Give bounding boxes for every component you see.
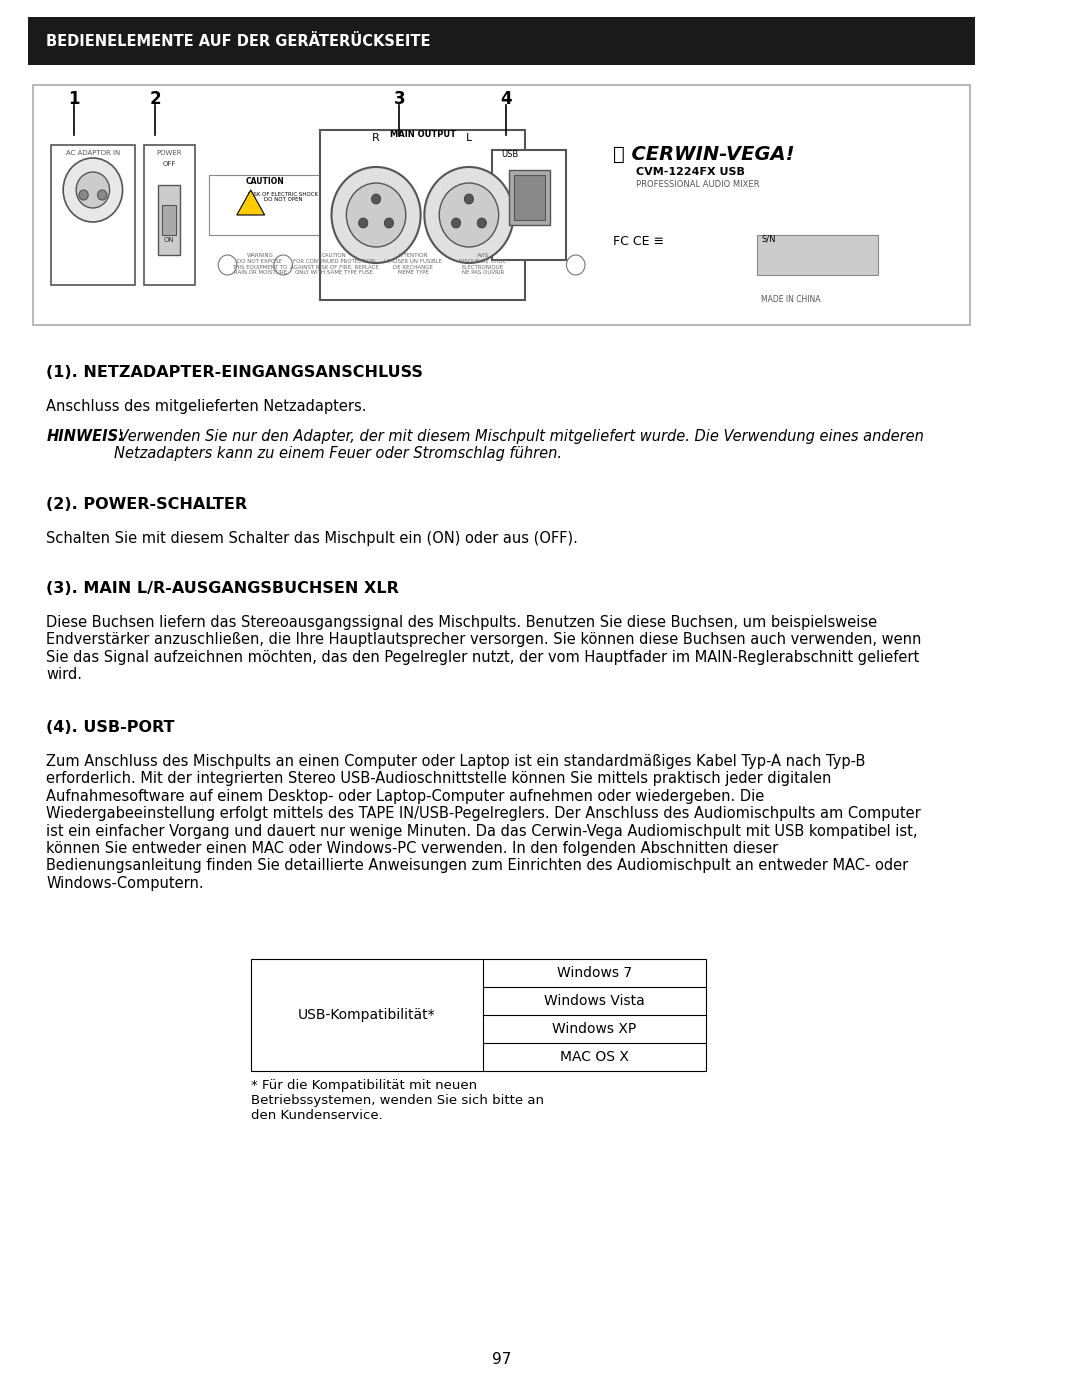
Text: MAIN OUTPUT: MAIN OUTPUT: [390, 130, 456, 138]
Circle shape: [451, 218, 461, 228]
Bar: [492, 149, 566, 260]
Bar: [162, 205, 176, 235]
Circle shape: [566, 256, 585, 275]
Text: AC ADAPTOR IN: AC ADAPTOR IN: [66, 149, 120, 156]
Text: POWER: POWER: [157, 149, 181, 156]
Bar: [51, 145, 135, 285]
Text: CAUTION: CAUTION: [245, 177, 284, 186]
Text: * Für die Kompatibilität mit neuen
Betriebssystemen, wenden Sie sich bitte an
de: * Für die Kompatibilität mit neuen Betri…: [251, 1078, 543, 1122]
Text: R: R: [373, 133, 380, 142]
Text: ON: ON: [164, 237, 174, 243]
Circle shape: [63, 158, 122, 222]
Circle shape: [372, 194, 381, 204]
Text: FC CE ≡: FC CE ≡: [612, 235, 664, 249]
Text: 4: 4: [500, 89, 512, 108]
Text: L: L: [465, 133, 472, 142]
Text: WARNING
DO NOT EXPOSE
THIS EQUIPMENT TO
RAIN OR MOISTURE: WARNING DO NOT EXPOSE THIS EQUIPMENT TO …: [232, 253, 287, 275]
Circle shape: [97, 190, 107, 200]
Bar: [509, 170, 550, 225]
Text: (2). POWER-SCHALTER: (2). POWER-SCHALTER: [46, 497, 247, 511]
Text: (4). USB-PORT: (4). USB-PORT: [46, 719, 175, 735]
Bar: [321, 130, 525, 300]
Text: Diese Buchsen liefern das Stereoausgangssignal des Mischpults. Benutzen Sie dies: Diese Buchsen liefern das Stereoausgangs…: [46, 615, 922, 682]
Bar: [208, 175, 321, 235]
Text: (3). MAIN L/R-AUSGANGSBUCHSEN XLR: (3). MAIN L/R-AUSGANGSBUCHSEN XLR: [46, 581, 400, 597]
Circle shape: [77, 172, 109, 208]
Text: MAC OS X: MAC OS X: [559, 1051, 629, 1065]
Text: MADE IN CHINA: MADE IN CHINA: [761, 295, 821, 305]
Circle shape: [347, 183, 406, 247]
Bar: [158, 184, 180, 256]
Circle shape: [440, 183, 499, 247]
Circle shape: [332, 168, 420, 263]
Circle shape: [477, 218, 486, 228]
Text: 3: 3: [393, 89, 405, 108]
Text: HINWEIS:: HINWEIS:: [46, 429, 124, 444]
Text: RISK OF ELECTRIC SHOCK
DO NOT OPEN: RISK OF ELECTRIC SHOCK DO NOT OPEN: [248, 191, 319, 203]
Text: 🎵 CERWIN-VEGA!: 🎵 CERWIN-VEGA!: [612, 145, 795, 163]
Bar: [144, 145, 195, 285]
Polygon shape: [237, 190, 265, 215]
Bar: [251, 958, 705, 1071]
Circle shape: [79, 190, 89, 200]
Circle shape: [384, 218, 393, 228]
Circle shape: [274, 256, 293, 275]
Text: Windows Vista: Windows Vista: [544, 995, 645, 1009]
Text: Schalten Sie mit diesem Schalter das Mischpult ein (ON) oder aus (OFF).: Schalten Sie mit diesem Schalter das Mis…: [46, 531, 578, 546]
Circle shape: [464, 194, 473, 204]
Bar: [32, 85, 970, 326]
Text: S/N: S/N: [761, 235, 775, 244]
Circle shape: [218, 256, 237, 275]
Text: 97: 97: [491, 1352, 511, 1368]
Text: ATTENTION
UTILISER UN FUSIBLE
DE RECHANGE
MEME TYPE: ATTENTION UTILISER UN FUSIBLE DE RECHANG…: [384, 253, 442, 275]
Text: CVM-1224FX USB: CVM-1224FX USB: [636, 168, 745, 177]
Bar: [513, 175, 545, 219]
Circle shape: [424, 168, 513, 263]
Text: Windows 7: Windows 7: [556, 965, 632, 981]
Text: CAUTION
FOR CONTINUED PROTECTION
AGAINST RISK OF FIRE, REPLACE
ONLY WITH SAME TY: CAUTION FOR CONTINUED PROTECTION AGAINST…: [289, 253, 379, 275]
Text: PROFESSIONAL AUDIO MIXER: PROFESSIONAL AUDIO MIXER: [636, 180, 759, 189]
Text: USB: USB: [501, 149, 518, 159]
Bar: [757, 235, 878, 275]
Text: Verwenden Sie nur den Adapter, der mit diesem Mischpult mitgeliefert wurde. Die : Verwenden Sie nur den Adapter, der mit d…: [114, 429, 924, 461]
Text: 2: 2: [149, 89, 161, 108]
Text: OFF: OFF: [162, 161, 176, 168]
Text: Windows XP: Windows XP: [552, 1023, 636, 1037]
Circle shape: [359, 218, 368, 228]
Text: BEDIENELEMENTE AUF DER GERÄTERÜCKSEITE: BEDIENELEMENTE AUF DER GERÄTERÜCKSEITE: [46, 34, 431, 49]
Text: Zum Anschluss des Mischpults an einen Computer oder Laptop ist ein standardmäßig: Zum Anschluss des Mischpults an einen Co…: [46, 754, 921, 891]
Text: USB-Kompatibilität*: USB-Kompatibilität*: [298, 1009, 435, 1023]
Text: AVIS
RISQUE DE CHOC
ELECTRONIQUE
NE PAS OUVRIR: AVIS RISQUE DE CHOC ELECTRONIQUE NE PAS …: [459, 253, 507, 275]
Bar: [28, 17, 975, 66]
Text: 1: 1: [68, 89, 80, 108]
Text: Anschluss des mitgelieferten Netzadapters.: Anschluss des mitgelieferten Netzadapter…: [46, 400, 367, 414]
Text: (1). NETZADAPTER-EINGANGSANSCHLUSS: (1). NETZADAPTER-EINGANGSANSCHLUSS: [46, 365, 423, 380]
